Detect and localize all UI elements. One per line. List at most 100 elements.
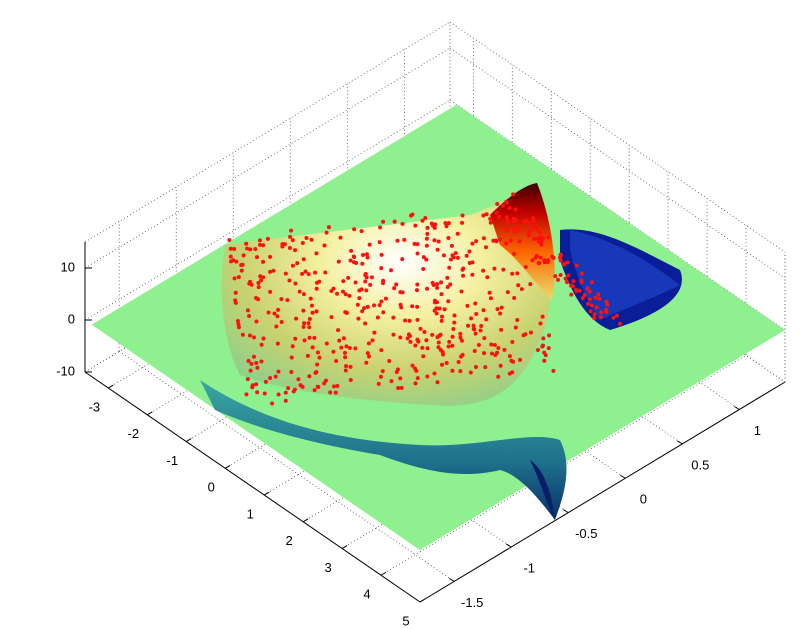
point-decor	[263, 379, 268, 384]
point-decor	[285, 298, 290, 303]
point-decor	[334, 358, 339, 363]
point-decor	[256, 285, 261, 290]
point-decor	[425, 374, 430, 379]
point-decor	[484, 245, 489, 250]
point-decor	[370, 338, 375, 343]
y-tick-label: 1	[754, 423, 761, 438]
point-decor	[235, 319, 240, 324]
point-decor	[239, 268, 244, 273]
point-decor	[432, 371, 437, 376]
point-decor	[499, 327, 504, 332]
point-decor	[496, 214, 501, 219]
y-tick	[563, 509, 569, 514]
point-decor	[513, 207, 518, 212]
point-decor	[473, 301, 478, 306]
point-decor	[396, 385, 401, 390]
y-axis	[419, 381, 786, 603]
point-decor	[268, 254, 273, 259]
point-decor	[258, 274, 263, 279]
y-tick	[734, 406, 740, 410]
y-tick	[620, 474, 626, 479]
point-decor	[531, 216, 536, 221]
point-decor	[329, 288, 334, 293]
point-decor	[273, 374, 278, 379]
point-decor	[343, 355, 348, 360]
point-decor	[331, 384, 336, 389]
point-decor	[569, 292, 574, 297]
point-decor	[290, 263, 295, 268]
point-decor	[315, 362, 320, 367]
point-decor	[415, 242, 420, 247]
point-decor	[415, 317, 420, 322]
point-decor	[563, 276, 568, 281]
point-decor	[593, 295, 598, 300]
point-decor	[418, 326, 423, 331]
point-decor	[579, 271, 584, 276]
point-decor	[247, 313, 252, 318]
point-decor	[445, 275, 450, 280]
point-decor	[348, 377, 353, 382]
point-decor	[451, 255, 456, 260]
point-decor	[233, 290, 238, 295]
surface-relief	[200, 183, 682, 520]
point-decor	[536, 261, 541, 266]
point-decor	[460, 213, 465, 218]
point-decor	[430, 332, 435, 337]
point-decor	[420, 345, 425, 350]
point-decor	[564, 280, 569, 285]
point-decor	[366, 341, 371, 346]
x-tick	[224, 464, 231, 469]
point-decor	[360, 261, 365, 266]
point-decor	[438, 332, 443, 337]
point-decor	[471, 326, 476, 331]
point-decor	[511, 192, 516, 197]
point-decor	[261, 275, 266, 280]
point-decor	[333, 390, 338, 395]
point-decor	[435, 247, 440, 252]
point-decor	[538, 234, 543, 239]
point-decor	[435, 380, 440, 385]
point-decor	[516, 227, 521, 232]
point-decor	[425, 346, 430, 351]
point-decor	[592, 312, 597, 317]
point-decor	[363, 279, 368, 284]
point-decor	[341, 336, 346, 341]
point-decor	[379, 266, 384, 271]
point-decor	[449, 243, 454, 248]
point-decor	[574, 263, 579, 268]
point-decor	[343, 310, 348, 315]
point-decor	[467, 261, 472, 266]
point-decor	[580, 296, 585, 301]
point-decor	[476, 343, 481, 348]
point-decor	[501, 203, 506, 208]
point-decor	[507, 354, 512, 359]
point-decor	[365, 351, 370, 356]
point-decor	[314, 309, 319, 314]
x-tick	[108, 384, 114, 389]
point-decor	[571, 279, 576, 284]
point-decor	[392, 219, 397, 224]
point-decor	[331, 349, 336, 354]
point-decor	[488, 296, 493, 301]
point-decor	[474, 239, 479, 244]
x-tick	[147, 411, 153, 416]
x-tick-label: 2	[286, 533, 293, 548]
point-decor	[372, 330, 377, 335]
point-decor	[468, 370, 473, 375]
point-decor	[513, 225, 518, 230]
hump	[221, 185, 550, 406]
point-decor	[328, 390, 333, 395]
point-decor	[310, 345, 315, 350]
point-decor	[391, 332, 396, 337]
y-tick	[677, 440, 683, 445]
point-decor	[344, 364, 349, 369]
point-decor	[521, 333, 526, 338]
point-decor	[323, 378, 328, 383]
point-decor	[528, 282, 533, 287]
point-decor	[377, 303, 382, 308]
point-decor	[359, 229, 364, 234]
point-decor	[244, 392, 249, 397]
point-decor	[378, 374, 383, 379]
point-decor	[268, 269, 273, 274]
point-decor	[413, 343, 418, 348]
